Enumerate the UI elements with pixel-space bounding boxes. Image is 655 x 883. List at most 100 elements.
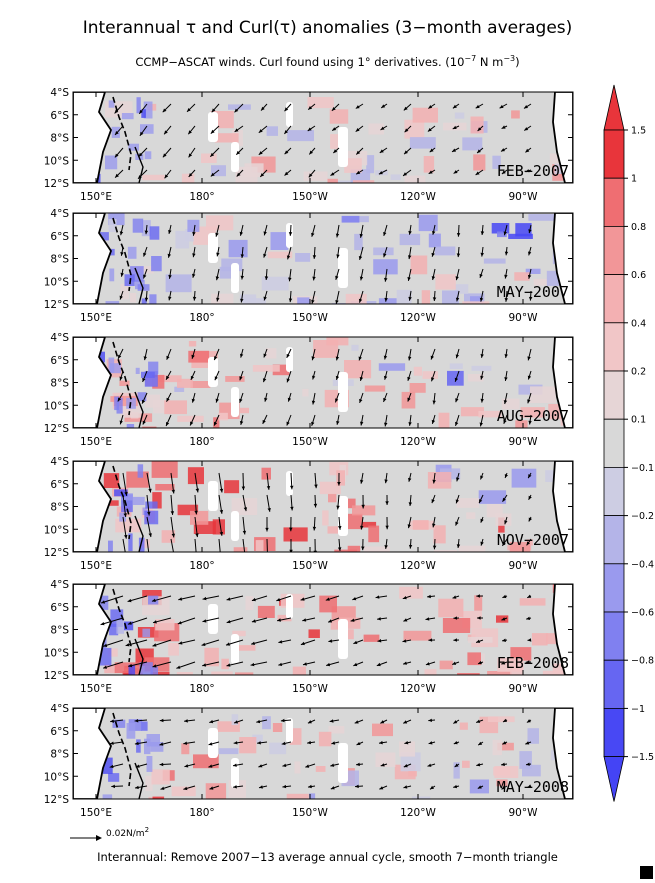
colorbar-label: −0.4 bbox=[631, 559, 654, 570]
wind-vector-arrowhead bbox=[380, 763, 385, 767]
wind-vector-arrowhead bbox=[379, 786, 384, 790]
map-panel bbox=[73, 708, 573, 799]
wind-vector-arrowhead bbox=[243, 554, 247, 558]
wind-vector-arrowhead bbox=[263, 296, 267, 301]
wind-vector-arrowhead bbox=[335, 375, 340, 380]
wind-vector-arrowhead bbox=[355, 128, 360, 132]
wind-vector-arrowhead bbox=[476, 594, 480, 598]
anomaly-patch bbox=[211, 671, 233, 675]
missing-data-area bbox=[286, 347, 293, 372]
colorbar-label: −0.8 bbox=[631, 656, 654, 667]
anomaly-patch bbox=[188, 350, 210, 363]
anomaly-patch bbox=[404, 119, 425, 139]
wind-vector-arrowhead bbox=[234, 108, 239, 113]
colorbar-segment bbox=[603, 418, 625, 468]
wind-vector bbox=[122, 538, 126, 552]
land-vanuatu bbox=[134, 638, 144, 675]
wind-vector-arrowhead bbox=[330, 786, 335, 790]
wind-vector-arrowhead bbox=[307, 127, 312, 131]
anomaly-patch bbox=[108, 773, 120, 782]
wind-vector-arrowhead bbox=[209, 719, 214, 724]
wind-vector-arrowhead bbox=[404, 128, 409, 133]
wind-vector-arrowhead bbox=[177, 621, 182, 625]
wind-vector-arrowhead bbox=[263, 231, 267, 236]
lon-label: 90°W bbox=[509, 807, 539, 819]
anomaly-patch bbox=[126, 723, 136, 739]
wind-vector-arrowhead bbox=[114, 109, 119, 114]
wind-vector-arrowhead bbox=[431, 252, 435, 257]
colorbar-label: −0.2 bbox=[631, 511, 654, 522]
anomaly-patch bbox=[351, 344, 359, 351]
wind-vector-arrowhead bbox=[504, 251, 509, 256]
anomaly-patch bbox=[531, 633, 548, 646]
lon-label: 180° bbox=[189, 560, 214, 572]
anomaly-patch bbox=[345, 513, 363, 530]
lat-label: 12°S bbox=[44, 178, 70, 190]
anomaly-patch bbox=[467, 374, 484, 382]
anomaly-patch bbox=[363, 546, 390, 552]
anomaly-patch bbox=[511, 468, 537, 488]
wind-vector-arrowhead bbox=[313, 550, 317, 552]
lon-label: 180° bbox=[189, 683, 214, 695]
wind-vector-arrowhead bbox=[159, 742, 164, 746]
wind-vector-arrowhead bbox=[276, 598, 281, 602]
anomaly-patch bbox=[439, 660, 453, 670]
wind-vector-arrowhead bbox=[385, 525, 389, 530]
anomaly-patch bbox=[422, 371, 438, 379]
anomaly-patch bbox=[344, 360, 372, 379]
wind-vector-arrowhead bbox=[168, 296, 172, 301]
anomaly-patch bbox=[336, 470, 345, 486]
wind-vector-arrowhead bbox=[183, 786, 188, 791]
wind-vector-arrowhead bbox=[278, 640, 283, 644]
anomaly-patch bbox=[399, 741, 416, 757]
land-solomon-islands bbox=[112, 588, 132, 663]
lon-label: 150°E bbox=[80, 807, 112, 819]
anomaly-patch bbox=[354, 233, 363, 251]
anomaly-patch bbox=[132, 496, 145, 505]
wind-vector-arrowhead bbox=[480, 252, 484, 257]
wind-vector-arrowhead bbox=[501, 148, 505, 152]
wind-vector-arrowhead bbox=[528, 420, 532, 425]
wind-vector-arrowhead bbox=[408, 255, 412, 260]
anomaly-patch bbox=[486, 504, 503, 518]
wind-vector-arrowhead bbox=[138, 175, 142, 179]
wind-vector-arrowhead bbox=[164, 174, 169, 179]
wind-vector-arrowhead bbox=[166, 422, 170, 426]
wind-vector-arrowhead bbox=[286, 353, 290, 358]
anomaly-patch bbox=[501, 398, 520, 410]
wind-vector-arrowhead bbox=[219, 509, 224, 514]
wind-vector-arrowhead bbox=[192, 253, 196, 258]
wind-vector-arrowhead bbox=[233, 785, 237, 789]
missing-data-area bbox=[231, 758, 239, 788]
wind-vector-arrowhead bbox=[215, 276, 220, 281]
anomaly-patch bbox=[105, 155, 118, 170]
anomaly-patch bbox=[352, 180, 375, 183]
wind-vector-arrowhead bbox=[170, 511, 175, 515]
wind-vector-arrowhead bbox=[202, 596, 207, 601]
anomaly-patch bbox=[217, 721, 240, 732]
anomaly-patch bbox=[424, 669, 437, 675]
wind-vector-arrowhead bbox=[477, 127, 482, 131]
lat-label: 8°S bbox=[50, 378, 69, 390]
wind-vector-arrowhead bbox=[504, 520, 508, 525]
anomaly-patch bbox=[187, 467, 204, 485]
anomaly-patch bbox=[142, 426, 157, 428]
wind-vector-arrowhead bbox=[109, 764, 114, 769]
anomaly-patch bbox=[375, 752, 396, 767]
wind-vector-arrowhead bbox=[431, 499, 435, 504]
wind-vector-arrowhead bbox=[502, 638, 506, 642]
wind-vector-arrowhead bbox=[504, 377, 508, 381]
wind-vector-arrowhead bbox=[480, 354, 484, 358]
anomaly-patch bbox=[404, 175, 426, 183]
wind-vector-arrowhead bbox=[402, 639, 407, 643]
wind-vector-arrowhead bbox=[428, 105, 433, 109]
anomaly-patch bbox=[232, 645, 256, 651]
wind-vector-arrowhead bbox=[219, 488, 224, 493]
wind-vector-arrowhead bbox=[251, 597, 256, 602]
anomaly-patch bbox=[201, 153, 217, 163]
wind-vector-arrowhead bbox=[356, 150, 361, 155]
anomaly-patch bbox=[412, 107, 438, 123]
wind-vector-arrowhead bbox=[504, 274, 508, 279]
wind-vector-arrowhead bbox=[264, 397, 268, 402]
wind-vector-arrowhead bbox=[166, 375, 170, 380]
